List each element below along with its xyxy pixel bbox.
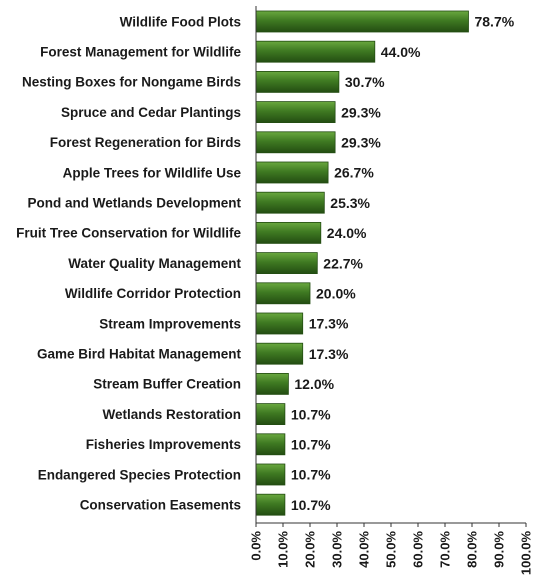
- bar: [255, 312, 304, 335]
- x-tick-label: 30.0%: [330, 531, 345, 568]
- data-label: 26.7%: [334, 165, 374, 181]
- data-label: 30.7%: [345, 74, 385, 90]
- data-label: 17.3%: [309, 346, 349, 362]
- data-label: 17.3%: [309, 316, 349, 332]
- data-label: 10.7%: [291, 497, 331, 513]
- category-label: Wildlife Food Plots: [120, 14, 241, 29]
- data-label: 25.3%: [330, 195, 370, 211]
- category-label: Stream Buffer Creation: [93, 377, 241, 392]
- data-label: 22.7%: [323, 255, 363, 271]
- data-label: 44.0%: [381, 44, 421, 60]
- bar: [255, 493, 286, 516]
- bar: [255, 101, 336, 123]
- data-label: 24.0%: [327, 225, 367, 241]
- bar: [255, 161, 329, 184]
- bar: [255, 191, 325, 214]
- x-tick-label: 40.0%: [357, 531, 372, 568]
- data-label: 12.0%: [294, 376, 334, 392]
- x-tick-label: 20.0%: [303, 531, 318, 568]
- category-label: Forest Regeneration for Birds: [50, 135, 241, 150]
- category-label: Conservation Easements: [80, 498, 241, 513]
- x-tick-label: 10.0%: [276, 531, 291, 568]
- bars-group: Wildlife Food Plots 78.7% Forest Managemen…: [16, 10, 515, 516]
- data-label: 29.3%: [341, 104, 381, 120]
- category-label: Spruce and Cedar Plantings: [61, 105, 241, 120]
- x-tick-label: 100.0%: [519, 531, 534, 576]
- x-tick-label: 60.0%: [411, 531, 426, 568]
- x-axis: 0.0% 10.0% 20.0% 30.0% 40.0% 50.0% 60.0% 70.0% 8…: [249, 6, 534, 575]
- bar: [255, 131, 336, 154]
- x-tick-label: 80.0%: [465, 531, 480, 568]
- category-label: Fisheries Improvements: [86, 437, 241, 452]
- data-label: 10.7%: [291, 437, 331, 453]
- category-label: Wetlands Restoration: [102, 407, 241, 422]
- category-label: Fruit Tree Conservation for Wildlife: [16, 226, 241, 241]
- category-label: Game Bird Habitat Management: [37, 347, 242, 362]
- x-tick-label: 70.0%: [438, 531, 453, 568]
- category-label: Forest Management for Wildlife: [40, 45, 241, 60]
- category-label: Stream Improvements: [99, 316, 241, 331]
- bar: [255, 463, 286, 486]
- bar: [255, 40, 376, 63]
- bar: [255, 71, 340, 93]
- bar: [255, 221, 322, 244]
- x-tick-label: 90.0%: [492, 531, 507, 568]
- bar: [255, 252, 318, 275]
- data-label: 29.3%: [341, 135, 381, 151]
- data-label: 78.7%: [474, 14, 514, 30]
- category-label: Apple Trees for Wildlife Use: [63, 165, 242, 180]
- category-label: Wildlife Corridor Protection: [65, 286, 241, 301]
- bar: [255, 282, 311, 305]
- bar: [255, 433, 286, 456]
- bar: [255, 372, 289, 395]
- category-label: Water Quality Management: [68, 256, 241, 271]
- data-label: 20.0%: [316, 286, 356, 302]
- category-label: Endangered Species Protection: [38, 467, 241, 482]
- bar: [255, 342, 304, 365]
- bar: [255, 403, 286, 426]
- category-label: Pond and Wetlands Development: [27, 196, 241, 211]
- x-tick-label: 0.0%: [249, 531, 264, 561]
- data-label: 10.7%: [291, 467, 331, 483]
- data-label: 10.7%: [291, 406, 331, 422]
- bar: [255, 10, 469, 33]
- category-label: Nesting Boxes for Nongame Birds: [22, 75, 241, 90]
- x-tick-label: 50.0%: [384, 531, 399, 568]
